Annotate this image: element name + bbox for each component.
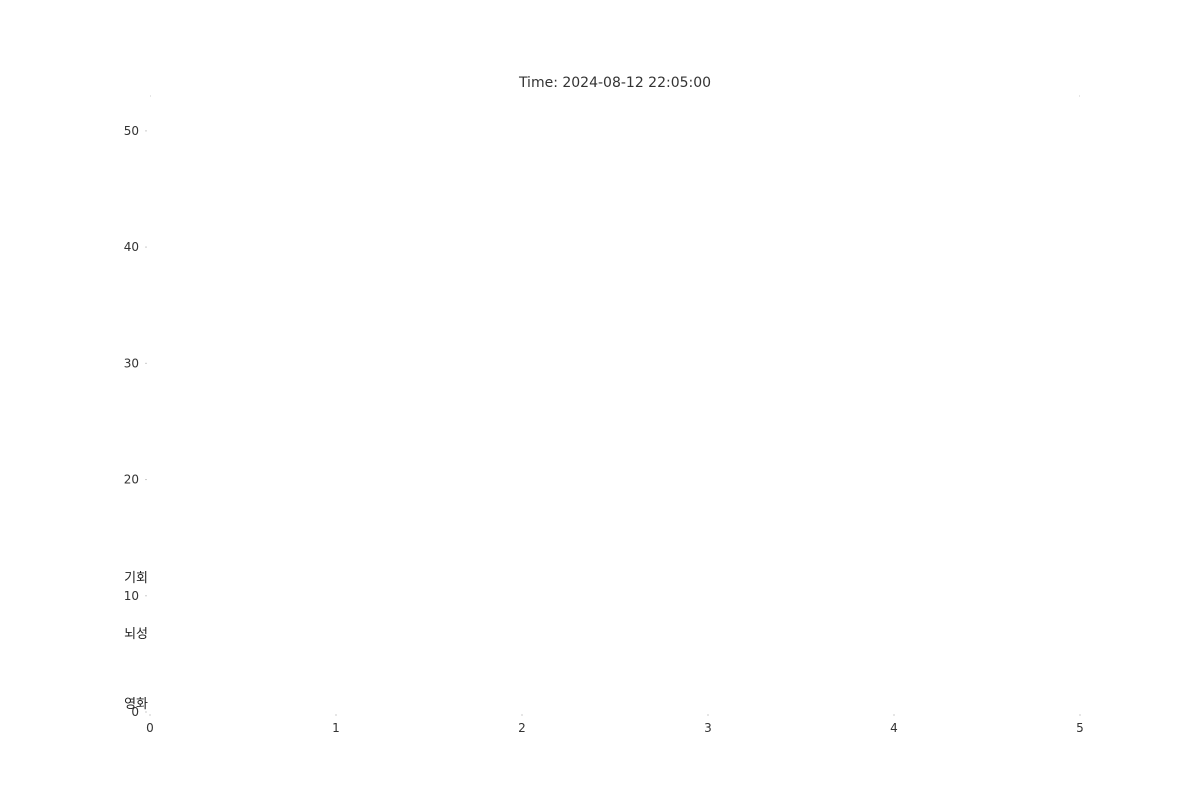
category-labels: 영화 뇌성 기회 — [124, 571, 148, 712]
category-label: 영화 — [124, 697, 148, 712]
x-tick-label: 4 — [890, 721, 898, 735]
y-tick-label: 50 — [124, 124, 139, 138]
chart-title: Time: 2024-08-12 22:05:00 — [518, 75, 711, 91]
x-tick-label: 3 — [704, 721, 712, 735]
x-tick-label: 2 — [518, 721, 526, 735]
y-tick-label: 20 — [124, 473, 139, 487]
y-tick-label: 10 — [124, 589, 139, 603]
category-label: 뇌성 — [124, 627, 148, 642]
x-tick-label: 5 — [1076, 721, 1084, 735]
x-tick-label: 0 — [146, 721, 154, 735]
x-axis: 0 1 2 3 4 5 — [146, 714, 1084, 735]
y-tick-label: 30 — [124, 356, 139, 370]
category-label: 기회 — [124, 571, 148, 586]
y-axis: 0 10 20 30 40 50 — [124, 95, 1080, 719]
x-tick-label: 1 — [332, 721, 340, 735]
y-tick-label: 0 — [131, 705, 139, 719]
y-tick-label: 40 — [124, 240, 139, 254]
